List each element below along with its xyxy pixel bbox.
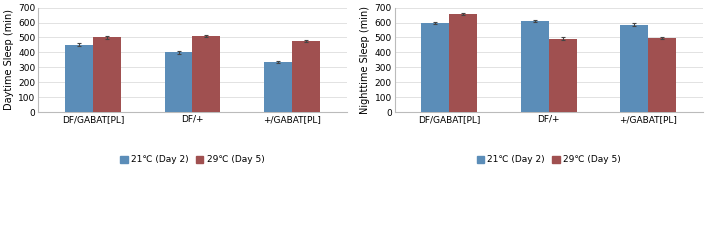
Bar — [648, 38, 676, 112]
Bar — [192, 36, 221, 112]
Bar — [549, 38, 577, 112]
Bar — [292, 41, 320, 112]
Bar — [65, 45, 93, 112]
Bar — [620, 25, 648, 112]
Bar — [264, 62, 292, 112]
Legend: 21℃ (Day 2), 29℃ (Day 5): 21℃ (Day 2), 29℃ (Day 5) — [117, 152, 268, 168]
Bar — [165, 52, 192, 112]
Bar — [421, 23, 450, 112]
Bar — [450, 14, 477, 112]
Y-axis label: Daytime Sleep (min): Daytime Sleep (min) — [4, 9, 14, 110]
Y-axis label: Nighttime Sleep (min): Nighttime Sleep (min) — [361, 6, 370, 114]
Bar — [93, 38, 121, 112]
Bar — [521, 21, 549, 112]
Legend: 21℃ (Day 2), 29℃ (Day 5): 21℃ (Day 2), 29℃ (Day 5) — [473, 152, 624, 168]
